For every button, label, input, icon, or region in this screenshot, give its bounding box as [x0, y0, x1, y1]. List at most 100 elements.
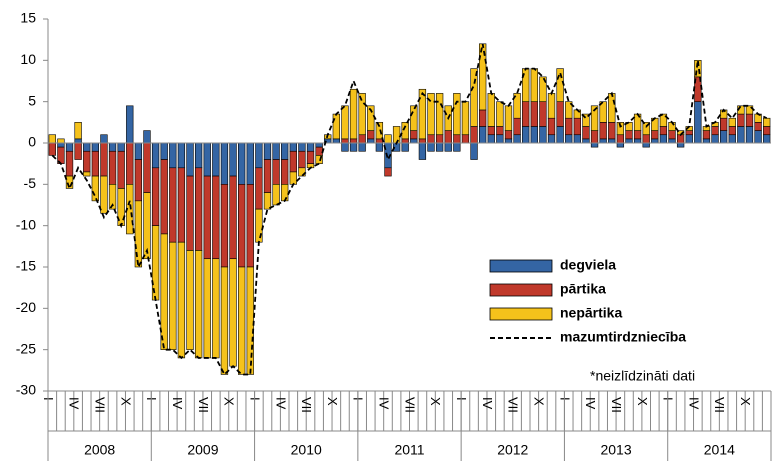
bar-segment [694, 60, 702, 78]
bar-segment [642, 142, 650, 148]
bar-segment [720, 130, 728, 144]
bar-segment [281, 184, 289, 202]
bar-segment [315, 142, 323, 148]
bar-segment [332, 138, 340, 144]
bar-segment [126, 142, 134, 185]
bar-segment [272, 184, 280, 206]
bar-segment [151, 142, 160, 169]
year-label: 2013 [600, 442, 631, 458]
bar-segment [160, 233, 168, 350]
bar-segment [203, 142, 211, 177]
bar-segment [83, 142, 91, 152]
bar-segment [298, 150, 306, 169]
bar-segment [479, 109, 487, 127]
bar-segment [91, 150, 99, 177]
bar-segment [117, 142, 125, 152]
bar-segment [504, 105, 513, 131]
bar-segment [582, 138, 590, 144]
bar-segment [134, 159, 143, 202]
bar-segment [642, 134, 650, 144]
bar-segment [384, 134, 392, 144]
bar-segment [556, 126, 564, 144]
bar-segment [117, 150, 125, 189]
bar-segment [367, 138, 375, 144]
bar-segment [418, 138, 427, 144]
bar-segment [134, 200, 143, 268]
bar-segment [745, 113, 754, 127]
x-tick-label: X [118, 397, 133, 406]
bar-segment [763, 134, 771, 144]
bar-segment [74, 122, 82, 140]
y-tick-label: -20 [16, 299, 36, 315]
bar-segment [702, 130, 711, 140]
bar-segment [108, 184, 117, 210]
bar-segment [435, 142, 444, 152]
bar-segment [504, 138, 513, 144]
year-label: 2012 [497, 442, 528, 458]
bar-segment [685, 134, 693, 144]
bar-segment [565, 134, 573, 144]
x-tick-label: X [325, 397, 340, 406]
bar-segment [238, 184, 246, 268]
x-tick-label: IV [583, 397, 598, 410]
bar-segment [263, 142, 272, 160]
bar-segment [427, 93, 435, 136]
bar-segment [238, 266, 246, 375]
bar-segment [255, 142, 263, 169]
bar-segment [470, 126, 478, 144]
bar-segment [720, 117, 728, 131]
legend-swatch [489, 259, 553, 273]
x-tick-label: VII [93, 397, 108, 413]
bar-segment [410, 138, 418, 144]
bar-segment [74, 138, 82, 144]
bar-segment [272, 142, 280, 160]
x-tick-label: X [635, 397, 650, 406]
bar-segment [444, 142, 452, 152]
bar-segment [737, 126, 745, 144]
bar-segment [616, 122, 625, 136]
bar-segment [651, 130, 659, 140]
year-label: 2009 [187, 442, 218, 458]
bar-segment [289, 171, 297, 185]
bar-segment [367, 130, 375, 140]
bar-segment [547, 117, 556, 136]
bar-segment [358, 93, 366, 136]
bar-segment [616, 134, 625, 144]
bar-segment [573, 117, 581, 136]
bar-segment [160, 159, 168, 235]
bar-segment [530, 126, 538, 144]
year-label: 2008 [84, 442, 115, 458]
bar-segment [685, 130, 693, 136]
bar-segment [375, 122, 384, 140]
line-series [51, 43, 768, 376]
y-tick-label: 5 [28, 92, 36, 108]
bar-segment [48, 142, 56, 156]
bar-segment [263, 192, 272, 210]
x-tick-label: X [428, 397, 443, 406]
bar-segment [194, 250, 203, 359]
bar-segment [565, 117, 573, 136]
bar-segment [565, 101, 573, 119]
bar-segment [728, 134, 736, 144]
x-tick-label: IV [686, 397, 701, 410]
bar-segment [246, 184, 254, 268]
bar-segment [65, 142, 74, 152]
bar-segment [255, 208, 263, 243]
bar-segment [134, 142, 143, 160]
bar-segment [496, 134, 504, 144]
bar-segment [410, 130, 418, 140]
year-label: 2010 [291, 442, 322, 458]
bar-segment [375, 142, 384, 152]
bar-segment [668, 138, 676, 144]
bar-segment [220, 142, 229, 185]
x-tick-label: VII [506, 397, 521, 413]
bar-segment [281, 142, 289, 160]
bar-segment [401, 122, 409, 140]
bar-segment [255, 167, 263, 210]
bar-segment [522, 101, 530, 127]
bar-segment [676, 142, 685, 148]
bar-segment [410, 105, 418, 131]
bar-segment [616, 142, 625, 148]
bar-segment [91, 142, 99, 152]
legend-label: nepārtika [560, 305, 622, 321]
